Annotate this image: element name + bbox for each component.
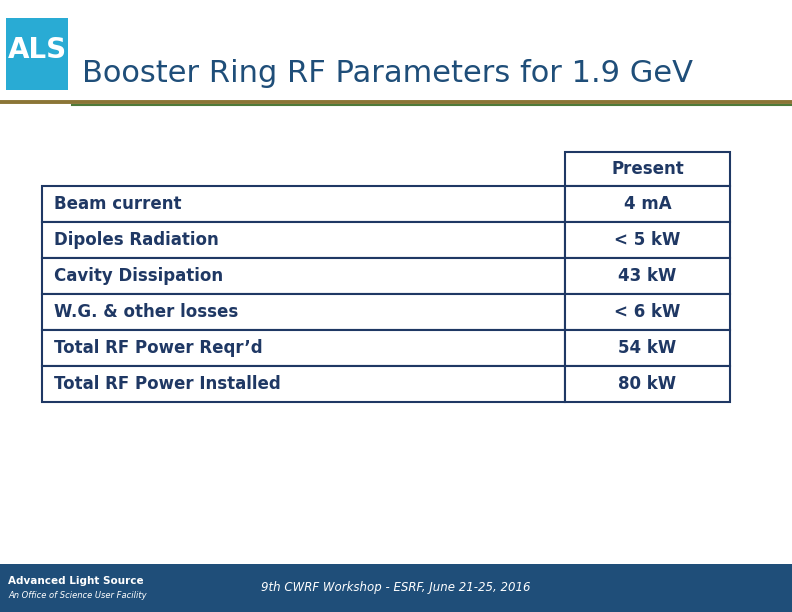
- Text: ALS: ALS: [7, 36, 67, 64]
- Bar: [565, 294, 730, 330]
- Bar: [42, 366, 565, 402]
- Bar: [565, 366, 730, 402]
- Bar: [0, 564, 792, 612]
- Bar: [42, 330, 565, 366]
- Text: An Office of Science User Facility: An Office of Science User Facility: [8, 591, 147, 600]
- Text: 54 kW: 54 kW: [619, 339, 676, 357]
- Bar: [565, 222, 730, 258]
- Bar: [565, 152, 730, 186]
- Text: 80 kW: 80 kW: [619, 375, 676, 393]
- Text: Cavity Dissipation: Cavity Dissipation: [54, 267, 223, 285]
- Bar: [6, 18, 68, 90]
- Text: < 6 kW: < 6 kW: [615, 303, 680, 321]
- Text: Dipoles Radiation: Dipoles Radiation: [54, 231, 219, 249]
- Text: 4 mA: 4 mA: [623, 195, 672, 213]
- Bar: [565, 258, 730, 294]
- Bar: [42, 186, 565, 222]
- Bar: [565, 186, 730, 222]
- Text: Total RF Power Installed: Total RF Power Installed: [54, 375, 280, 393]
- Text: < 5 kW: < 5 kW: [615, 231, 680, 249]
- Bar: [42, 222, 565, 258]
- Text: 9th CWRF Workshop - ESRF, June 21-25, 2016: 9th CWRF Workshop - ESRF, June 21-25, 20…: [261, 581, 531, 594]
- Text: W.G. & other losses: W.G. & other losses: [54, 303, 238, 321]
- Bar: [565, 330, 730, 366]
- Text: Beam current: Beam current: [54, 195, 181, 213]
- Text: Present: Present: [611, 160, 683, 178]
- Bar: [42, 258, 565, 294]
- Text: Booster Ring RF Parameters for 1.9 GeV: Booster Ring RF Parameters for 1.9 GeV: [82, 59, 693, 89]
- Text: Advanced Light Source: Advanced Light Source: [8, 576, 143, 586]
- Bar: [42, 294, 565, 330]
- Text: 43 kW: 43 kW: [619, 267, 676, 285]
- Text: Total RF Power Reqr’d: Total RF Power Reqr’d: [54, 339, 263, 357]
